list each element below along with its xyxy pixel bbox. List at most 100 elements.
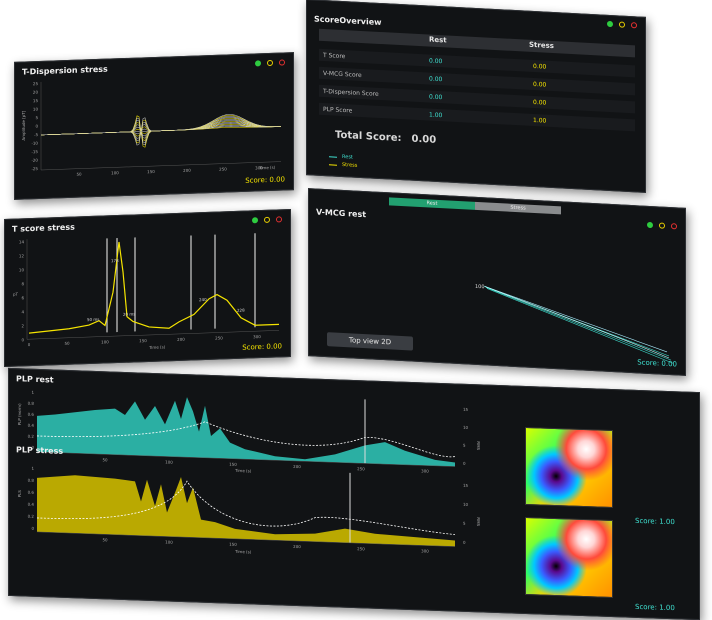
tick-label: 50: [102, 537, 108, 542]
status-red-icon[interactable]: [276, 216, 282, 223]
dispersion-trace: [41, 121, 281, 136]
legend-item-stress: Stress: [329, 161, 357, 169]
tick-label: -15: [31, 149, 38, 154]
row-label: T-Dispersion Score: [323, 87, 379, 98]
tick-label: 15: [33, 98, 39, 103]
rest-value: 0.00: [429, 75, 443, 84]
tick-label: 0.4: [28, 423, 35, 428]
row-label: T Score: [323, 51, 346, 61]
y-axis-label: PLP (norm): [17, 403, 22, 426]
dispersion-trace: [41, 116, 282, 142]
status-green-icon[interactable]: [252, 217, 258, 224]
window-controls: [255, 59, 285, 67]
tick-label: 10: [19, 267, 25, 272]
tick-label: 100: [101, 339, 109, 344]
stress-value: 0.00: [533, 80, 547, 89]
plp-stress-title: PLP stress: [16, 445, 64, 456]
tick-label: 0.2: [28, 434, 35, 439]
header-stress: Stress: [529, 40, 554, 51]
tick-label: 100: [111, 170, 119, 175]
tick-label: 1: [31, 466, 34, 471]
score-label: Score: 0.00: [245, 175, 285, 185]
rms-curve: [36, 421, 456, 458]
tick-label: 0.6: [28, 412, 35, 417]
plp-stress-heatmap: [525, 516, 613, 599]
tick-label: 300: [421, 468, 429, 473]
tick-label: 2: [21, 323, 24, 328]
status-yellow-icon[interactable]: [264, 216, 270, 223]
plp-stress-area: [37, 475, 455, 547]
stress-value: 0.00: [533, 98, 547, 107]
annotation-label: 228: [237, 308, 245, 313]
tick-label: 200: [293, 464, 301, 469]
tick-label: 0.6: [28, 490, 35, 495]
window-controls: [252, 216, 282, 224]
tick-label: -20: [31, 158, 38, 163]
vmcg-panel: Rest Stress V-MCG rest 100 Top view 2D S…: [308, 188, 686, 376]
dispersion-trace: [41, 115, 282, 144]
tick-label: 0: [31, 526, 34, 531]
tick-label: 200: [177, 337, 185, 342]
tick-label: 50: [102, 457, 108, 462]
status-red-icon[interactable]: [631, 22, 637, 29]
status-yellow-icon[interactable]: [267, 59, 273, 67]
tick-label: 20: [33, 90, 39, 95]
y-axis-ticks: 1 0.8 0.6 0.4 0.2 0: [28, 390, 35, 450]
tick-label: 0.8: [28, 478, 35, 483]
score-overview-panel: ScoreOverview Rest Stress T Score 0.00 0…: [306, 0, 646, 193]
tick-label: 15: [463, 407, 469, 412]
tick-label: 150: [147, 169, 155, 174]
tick-label: 50: [64, 341, 70, 346]
x-axis-label: Time (s): [148, 344, 166, 350]
t-score-curve: [28, 241, 279, 334]
tick-label: 10: [463, 425, 469, 430]
status-green-icon[interactable]: [255, 60, 261, 67]
tick-label: 25: [33, 81, 39, 86]
rest-value: 0.00: [429, 57, 443, 66]
total-score: Total Score: 0.00: [335, 130, 436, 146]
status-red-icon[interactable]: [279, 59, 285, 66]
tick-label: -25: [31, 166, 38, 171]
tick-label: 200: [183, 168, 191, 173]
annotation-label: 178: [111, 258, 119, 263]
tick-label: 5: [35, 115, 38, 120]
tick-label: 14: [19, 239, 25, 244]
tick-label: 0: [31, 445, 34, 450]
tick-label: 12: [19, 253, 25, 258]
x-axis-label: Time (s): [234, 468, 252, 474]
annotation-label: 20 ms: [123, 311, 135, 316]
tick-label: 6: [21, 295, 24, 300]
tick-label: 4: [21, 309, 24, 314]
plp-rest-score: Score: 1.00: [635, 516, 675, 527]
status-green-icon[interactable]: [607, 20, 613, 28]
row-label: PLP Score: [323, 105, 353, 115]
tick-label: 0.4: [28, 502, 35, 507]
x-axis-ticks: 50 100 150 200 250 300: [76, 165, 263, 177]
tick-label: 300: [255, 165, 263, 170]
annotation-label: 50 ms: [87, 317, 99, 322]
score-label: Score: 0.00: [637, 358, 677, 369]
dispersion-trace: [41, 114, 281, 146]
tick-label: -5: [34, 132, 38, 137]
plp-rest-title: PLP rest: [16, 374, 54, 385]
tick-label: 250: [357, 466, 365, 471]
tick-label: 200: [293, 544, 301, 549]
tick-label: 0.2: [28, 514, 35, 519]
status-yellow-icon[interactable]: [619, 21, 625, 28]
rest-value: 1.00: [429, 111, 443, 120]
plp-stress-score: Score: 1.00: [635, 602, 675, 613]
tick-label: 300: [421, 548, 429, 553]
tick-label: 8: [21, 281, 24, 286]
tick-label: 15: [463, 483, 469, 488]
annotations: 50 ms 178 20 ms 240 228: [87, 258, 245, 322]
header-rest: Rest: [429, 35, 447, 45]
point-label: 100: [475, 284, 485, 290]
tick-label: 100: [165, 539, 173, 544]
tick-label: 5: [463, 521, 466, 526]
tick-label: 1: [31, 390, 34, 395]
tick-label: 150: [229, 542, 237, 547]
tick-label: 0: [463, 540, 466, 545]
marker-lines: [106, 233, 256, 333]
tick-label: 0: [28, 342, 31, 347]
plp-stress-chart: 10.80.60.40.20 PLS 50 100 150 200 250 300 151…: [17, 466, 481, 555]
